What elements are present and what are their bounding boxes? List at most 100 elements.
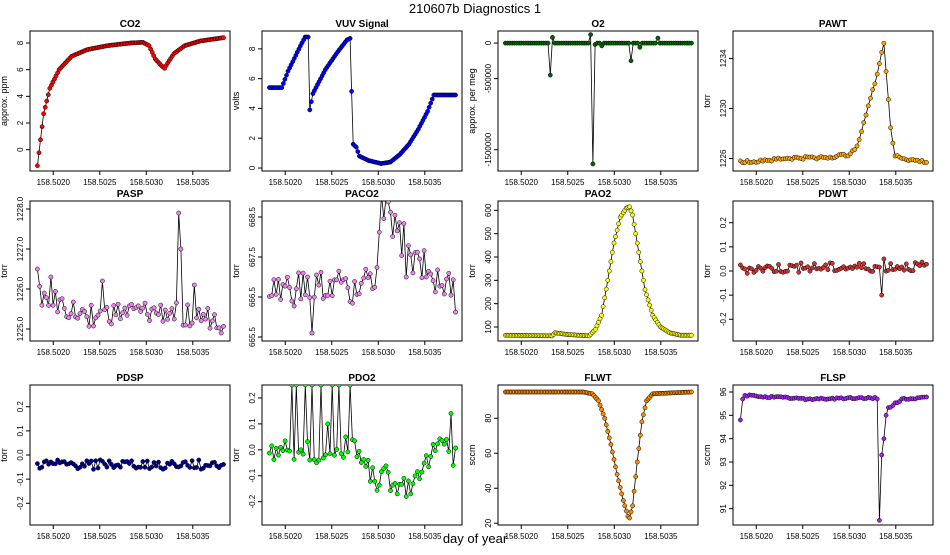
data-point: [329, 293, 335, 299]
data-point: [162, 465, 168, 471]
plot-frame: [29, 200, 231, 342]
data-point: [355, 149, 361, 154]
data-point: [345, 285, 351, 291]
data-point: [36, 150, 42, 156]
data-point: [278, 444, 283, 450]
data-point: [100, 278, 105, 284]
data-point: [376, 229, 382, 235]
data-point: [38, 137, 43, 143]
data-point: [113, 312, 119, 318]
panel-title: PACO2: [345, 189, 379, 200]
data-point: [53, 461, 58, 467]
data-point: [430, 441, 436, 447]
y-tick-label: 665.5: [248, 326, 257, 347]
data-point: [415, 469, 420, 474]
plot-frame: [497, 384, 699, 526]
data-point: [84, 314, 90, 320]
x-tick-label: 158.5035: [644, 348, 678, 357]
data-point: [417, 476, 422, 482]
data-point: [886, 267, 891, 273]
x-tick-label: 158.5025: [315, 532, 349, 541]
data-point: [611, 457, 617, 462]
data-point: [886, 97, 891, 102]
series: [503, 389, 694, 521]
data-point: [279, 85, 285, 90]
data-point: [599, 407, 604, 412]
panel-title: O2: [591, 19, 605, 30]
series: [35, 35, 226, 169]
y-tick-label: 0.2: [248, 392, 257, 404]
data-point: [160, 318, 166, 324]
data-point: [320, 455, 326, 461]
data-point: [200, 311, 206, 317]
data-point: [401, 221, 407, 226]
x-tick-label: 158.5020: [269, 532, 303, 541]
data-point: [602, 415, 608, 421]
data-point: [859, 129, 864, 134]
data-point: [48, 274, 54, 280]
data-point: [874, 396, 880, 402]
data-point: [305, 274, 310, 280]
data-point: [45, 92, 51, 98]
y-axis-label: torr: [0, 448, 9, 462]
data-point: [203, 316, 208, 322]
data-point: [586, 40, 591, 46]
panel-title: PDSP: [116, 373, 144, 384]
y-tick-label: -0.1: [248, 468, 257, 482]
data-point: [59, 296, 65, 302]
data-point: [221, 35, 226, 41]
data-point: [327, 451, 333, 457]
panel-vuv-signal: VUV Signal volts 0 2 4 6 8 158.5020 158.5025 158.…: [231, 19, 463, 187]
y-tick-label: -1500000: [484, 132, 493, 166]
data-point: [147, 318, 152, 323]
data-point: [616, 478, 621, 484]
data-point: [399, 481, 405, 487]
data-point: [620, 498, 626, 503]
data-point: [183, 459, 188, 465]
data-point: [758, 265, 763, 271]
data-point: [881, 436, 887, 442]
data-point: [753, 268, 759, 273]
data-point: [865, 103, 871, 109]
data-point: [423, 453, 429, 458]
data-point: [453, 309, 458, 315]
panel-paco2: PACO2 torr 665.5 666.5 667.5 668.5 158.5020 158…: [231, 189, 463, 357]
data-point: [140, 459, 146, 464]
data-point: [361, 457, 366, 462]
y-tick-label: 2: [248, 135, 257, 140]
data-point: [196, 306, 202, 312]
data-point: [118, 316, 123, 322]
data-point: [302, 292, 308, 298]
y-axis-label: sccm: [467, 445, 477, 466]
y-tick-label: 0: [16, 147, 25, 152]
data-point: [421, 460, 427, 466]
data-point: [374, 487, 380, 493]
data-point: [35, 163, 40, 169]
data-point: [97, 308, 103, 314]
x-tick-label: 158.5025: [551, 348, 585, 357]
y-tick-label: 0.1: [16, 425, 25, 437]
data-point: [381, 216, 387, 221]
data-point: [66, 315, 72, 321]
data-point: [883, 412, 889, 418]
x-tick-label: 158.5020: [269, 348, 303, 357]
data-point: [95, 312, 101, 318]
data-point: [603, 422, 609, 428]
data-point: [305, 439, 310, 444]
y-tick-label: 0: [248, 165, 257, 170]
data-point: [645, 297, 651, 303]
x-tick-label: 158.5025: [551, 532, 585, 541]
data-point: [392, 212, 398, 218]
panel-title: PASP: [117, 189, 144, 200]
data-point: [269, 293, 275, 299]
data-point: [397, 220, 402, 226]
data-point: [689, 389, 694, 395]
data-point: [854, 264, 860, 270]
data-point: [46, 303, 51, 308]
y-tick-label: 1226.0: [16, 276, 25, 301]
data-point: [70, 299, 76, 305]
panel-title: PAWT: [819, 19, 847, 30]
data-point: [156, 459, 161, 465]
data-point: [883, 69, 889, 74]
data-point: [742, 266, 748, 272]
